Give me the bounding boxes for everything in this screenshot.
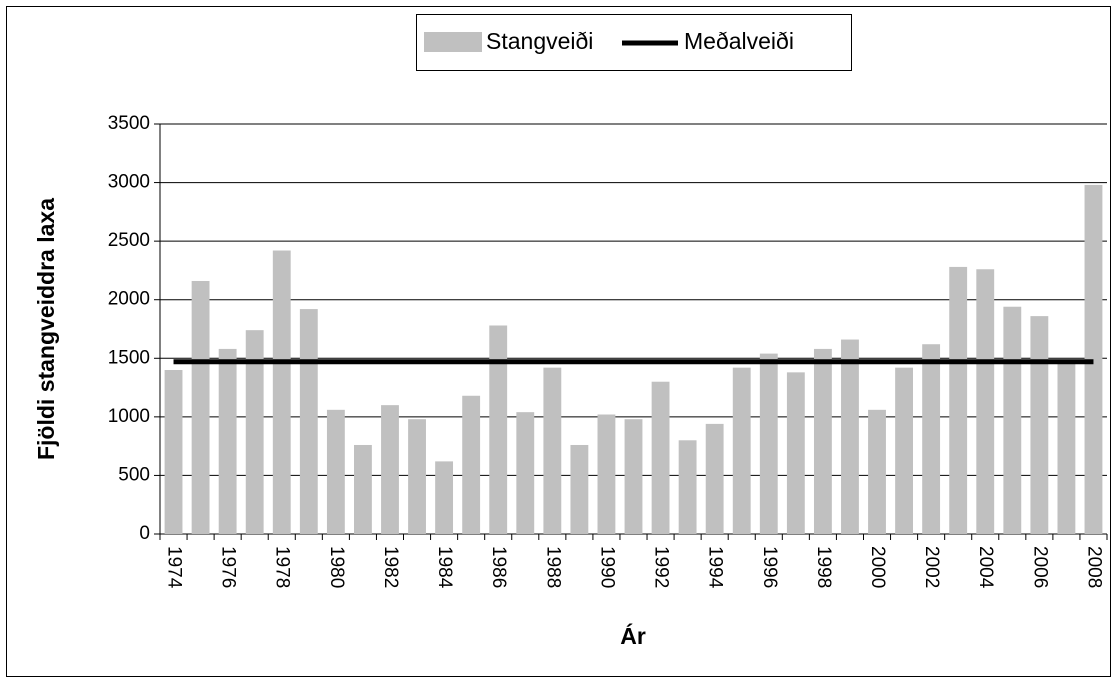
x-tick-label: 2000 (867, 546, 888, 588)
bar (462, 395, 481, 534)
x-tick-label: 1982 (380, 546, 401, 588)
x-tick-label: 1996 (759, 546, 780, 588)
bar (353, 444, 372, 534)
bar (435, 461, 454, 534)
x-tick-label: 1974 (164, 546, 185, 589)
bar (949, 266, 968, 534)
x-tick-label: 1998 (813, 546, 834, 588)
bar (1030, 316, 1049, 534)
x-tick-label: 2008 (1083, 546, 1104, 588)
x-tick-label: 1990 (596, 546, 617, 588)
y-tick-label: 1500 (108, 347, 150, 368)
y-tick-label: 1000 (108, 406, 150, 427)
x-tick-label: 1984 (434, 546, 455, 589)
bar (408, 419, 426, 534)
bar (759, 353, 778, 534)
bar (678, 440, 697, 534)
y-tick-label: 500 (118, 464, 150, 485)
bar (1003, 306, 1022, 534)
x-tick-label: 1980 (326, 546, 347, 588)
bar (164, 370, 183, 534)
x-tick-label: 1986 (488, 546, 509, 588)
bar (813, 348, 832, 534)
bar (895, 367, 914, 534)
bar (624, 419, 643, 534)
y-tick-label: 2500 (108, 230, 150, 251)
bar (597, 414, 616, 534)
bar (786, 372, 805, 534)
bar (245, 330, 264, 534)
x-tick-label: 1994 (705, 546, 726, 589)
x-axis-title: Ár (620, 622, 646, 649)
bar (191, 280, 210, 534)
bar (272, 250, 291, 534)
bar (651, 381, 670, 534)
y-tick-label: 0 (139, 523, 150, 544)
bar (1057, 360, 1076, 534)
bar (922, 344, 941, 534)
bar (732, 367, 751, 534)
x-tick-label: 1978 (272, 546, 293, 588)
bar (543, 367, 562, 534)
bar (841, 339, 859, 534)
x-tick-label: 2002 (921, 546, 942, 588)
legend-swatch (424, 32, 482, 52)
bar (868, 409, 886, 534)
y-axis-title: Fjöldi stangveiddra laxa (33, 198, 59, 460)
bar (326, 409, 345, 534)
bar (218, 348, 237, 534)
x-tick-label: 2006 (1029, 546, 1050, 588)
chart-border (6, 6, 1111, 677)
legend-label: Stangveiði (486, 28, 593, 54)
legend-label: Meðalveiði (684, 28, 794, 54)
y-tick-label: 2000 (108, 289, 150, 310)
x-tick-label: 1992 (651, 546, 672, 588)
y-tick-label: 3000 (108, 172, 150, 193)
bar (489, 325, 508, 534)
x-tick-label: 1988 (542, 546, 563, 588)
x-tick-label: 1976 (218, 546, 239, 588)
x-tick-label: 2004 (975, 546, 996, 589)
bar (976, 269, 995, 534)
bar (381, 405, 399, 534)
bar (705, 423, 724, 534)
bar (299, 309, 318, 534)
bar (570, 444, 589, 534)
bar (516, 412, 535, 534)
y-tick-label: 3500 (108, 113, 150, 134)
